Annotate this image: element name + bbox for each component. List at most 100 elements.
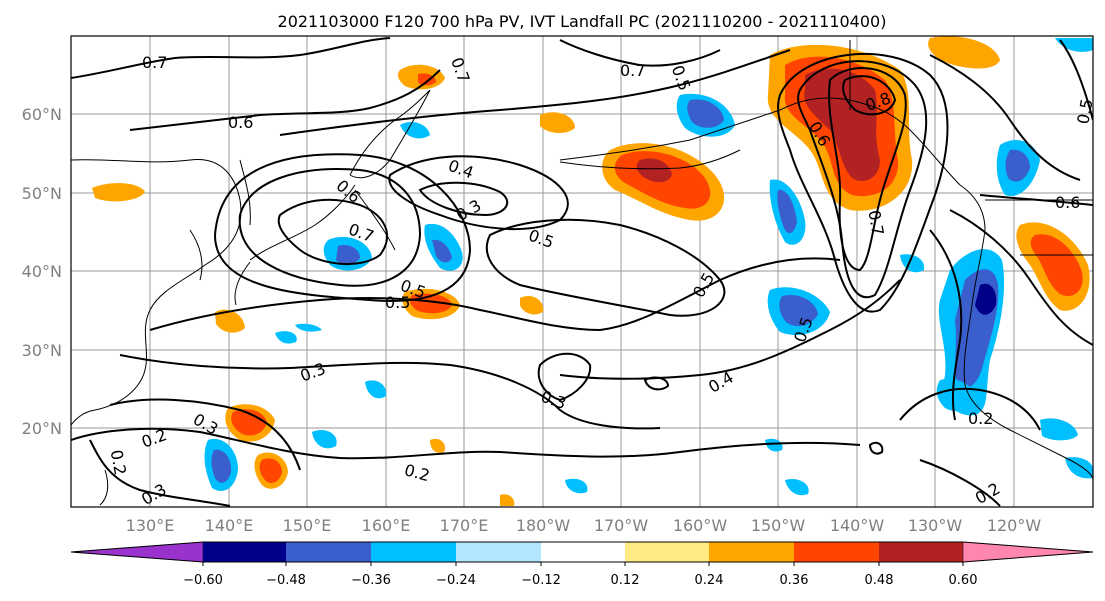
contour-0.8-alaska <box>842 75 897 116</box>
negative-anomaly-north-pacific-core <box>779 294 818 327</box>
coast-philippines <box>99 469 109 506</box>
contour-0.6-coast <box>979 194 1093 206</box>
negative-anomaly-gulf-core <box>777 189 797 234</box>
colorbar-segment <box>541 542 625 562</box>
positive-anomaly-small-6 <box>430 438 446 453</box>
contour-0.5-mid <box>149 257 841 332</box>
longitude-labels: 130°E 140°E 150°E 160°E 170°E 180°W 170°W 160°W… <box>126 516 1042 535</box>
colorbar-tick-label: 0.48 <box>865 573 894 588</box>
contour-0.7-alaska <box>828 67 907 272</box>
contour-label: 0.7 <box>142 53 167 72</box>
contour-0.7-japan <box>277 198 389 266</box>
negative-anomaly-small-1 <box>312 429 337 449</box>
negative-anomaly-bering-core <box>687 99 724 128</box>
pv-contours <box>71 37 1093 507</box>
contour-0.5-coast <box>929 54 1081 181</box>
positive-anomaly-canada <box>928 36 1000 69</box>
contour-0.7-north <box>71 37 391 79</box>
positive-anomaly-small-3 <box>215 309 245 333</box>
colorbar-segment <box>286 542 371 562</box>
contour-0.5-big <box>485 218 726 317</box>
colorbar-segment <box>625 542 709 562</box>
contour-0.3-loop2 <box>537 352 592 402</box>
colorbar-segment <box>456 542 541 562</box>
coast-kamchatka <box>349 89 431 179</box>
coast-korea <box>189 229 203 281</box>
colorbar: −0.60 −0.48 −0.36 −0.24 −0.12 0.12 0.24 0.36 0.4… <box>70 541 1094 588</box>
contour-label: 0.6 <box>1055 193 1080 212</box>
contour-0.7-mid-n <box>559 39 721 67</box>
positive-anomaly-kamchatka-core <box>418 73 436 86</box>
lat-tick-label: 60°N <box>22 105 62 124</box>
contour-0.5-na <box>949 209 1093 346</box>
pv-anomaly-fills <box>92 36 1093 506</box>
colorbar-segment <box>794 542 879 562</box>
positive-anomaly-small-4 <box>92 183 145 202</box>
lat-tick-label: 50°N <box>22 184 62 203</box>
lon-tick-label: 150°E <box>283 516 332 535</box>
negative-anomaly-east-edge <box>1065 457 1093 479</box>
contour-label: 0.5 <box>1073 97 1096 125</box>
contour-loop-tiny <box>643 376 670 391</box>
colorbar-tick-label: −0.60 <box>183 573 223 588</box>
negative-anomaly-bc-core <box>1005 149 1030 182</box>
contour-label: 0.6 <box>228 113 253 132</box>
figure-title: 2021103000 F120 700 hPa PV, IVT Landfall… <box>278 12 887 31</box>
positive-anomaly-philippine-sea-core <box>231 409 267 436</box>
contour-label: 0.7 <box>620 61 645 80</box>
colorbar-segment <box>203 542 286 562</box>
colorbar-tick-label: 0.36 <box>780 573 809 588</box>
map-frame <box>70 35 1094 508</box>
negative-anomaly-small-8 <box>275 331 297 344</box>
contour-label: 0.2 <box>968 409 993 428</box>
lon-tick-label: 120°W <box>987 516 1042 535</box>
contour-0.5-ne <box>1059 39 1093 121</box>
contour-0.3-sw <box>109 398 301 471</box>
contour-0.3-loop <box>418 181 509 217</box>
latitude-labels: 20°N 30°N 40°N 50°N 60°N <box>22 105 62 438</box>
lon-tick-label: 140°E <box>205 516 254 535</box>
lon-tick-label: 180°W <box>516 516 571 535</box>
lon-tick-label: 130°E <box>126 516 175 535</box>
lon-tick-label: 170°W <box>594 516 649 535</box>
contour-0.5-loop <box>213 153 472 302</box>
contour-loop-tiny2 <box>868 441 884 455</box>
lon-tick-label: 160°W <box>673 516 728 535</box>
contour-0.4-na <box>929 229 963 421</box>
positive-anomaly-small-5 <box>500 494 515 506</box>
contour-0.6-loop <box>238 168 422 287</box>
positive-anomaly-western-us-core <box>1030 234 1083 296</box>
map-panel: 0.7 0.7 0.7 0.6 0.6 0.5 0.4 0.3 0.5 0.7 … <box>70 35 1096 508</box>
positive-anomaly-gulf-of-alaska-peak <box>804 68 880 181</box>
colorbar-tick-label: −0.24 <box>436 573 476 588</box>
coast-alaska <box>559 97 961 186</box>
lon-tick-label: 150°W <box>751 516 806 535</box>
positive-anomaly-aleutians-peak <box>636 158 672 183</box>
negative-anomaly-small-7 <box>400 121 430 139</box>
contour-label: 0.5 <box>385 293 410 312</box>
negative-anomaly-top-right <box>1055 38 1093 52</box>
colorbar-tick-label: −0.48 <box>266 573 306 588</box>
negative-anomaly-mexico <box>1040 418 1078 441</box>
colorbar-segment <box>371 542 456 562</box>
negative-anomaly-baja <box>936 378 978 412</box>
positive-anomaly-small-2 <box>520 295 544 315</box>
contour-0.6-north <box>129 69 441 131</box>
contour-0.2-sw <box>89 439 231 507</box>
contour-0.2-se <box>899 387 1041 431</box>
contour-0.2-south <box>71 427 861 460</box>
coast-aleutians <box>559 149 741 170</box>
lon-tick-label: 130°W <box>908 516 963 535</box>
lon-tick-label: 170°E <box>440 516 489 535</box>
contour-0.2-se2 <box>919 459 1001 507</box>
lat-tick-label: 30°N <box>22 341 62 360</box>
lon-tick-label: 140°W <box>830 516 885 535</box>
negative-anomaly-california-peak <box>975 283 997 315</box>
colorbar-extend-low <box>70 541 204 563</box>
positive-anomaly-south-core <box>259 458 282 484</box>
coast-japan <box>234 184 356 306</box>
negative-anomaly-small-2 <box>365 380 387 399</box>
negative-anomaly-small-4 <box>785 478 809 496</box>
colorbar-extend-high <box>962 541 1094 563</box>
